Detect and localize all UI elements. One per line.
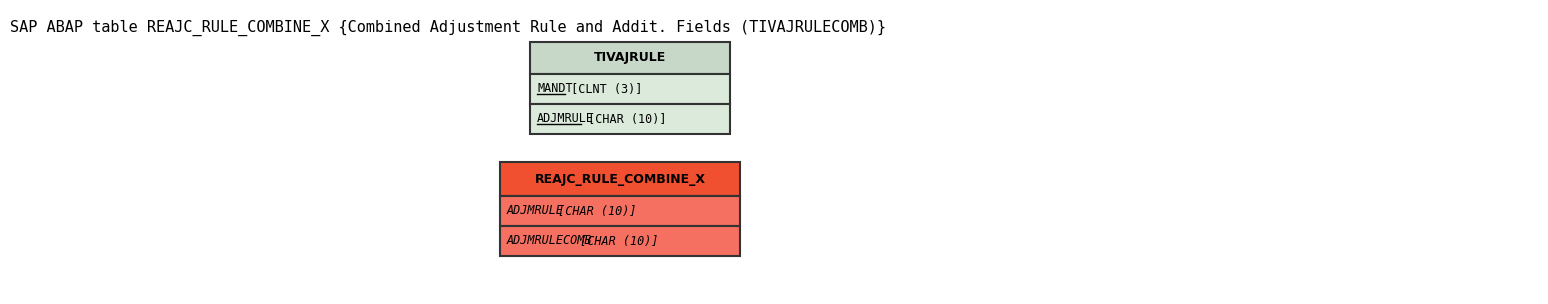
Text: MANDT: MANDT bbox=[537, 82, 573, 95]
Text: REAJC_RULE_COMBINE_X: REAJC_RULE_COMBINE_X bbox=[534, 172, 706, 185]
Text: [CHAR (10)]: [CHAR (10)] bbox=[573, 234, 658, 247]
Bar bbox=[500, 162, 740, 196]
Bar bbox=[529, 42, 731, 74]
Text: SAP ABAP table REAJC_RULE_COMBINE_X {Combined Adjustment Rule and Addit. Fields : SAP ABAP table REAJC_RULE_COMBINE_X {Com… bbox=[9, 20, 885, 36]
Text: ADJMRULECOMB: ADJMRULECOMB bbox=[508, 234, 593, 247]
Bar bbox=[529, 74, 731, 104]
Bar bbox=[500, 226, 740, 256]
Text: ADJMRULE: ADJMRULE bbox=[537, 112, 594, 126]
Text: ADJMRULE: ADJMRULE bbox=[508, 205, 563, 217]
Text: TIVAJRULE: TIVAJRULE bbox=[594, 51, 666, 64]
Text: [CLNT (3)]: [CLNT (3)] bbox=[565, 82, 642, 95]
Text: [CHAR (10)]: [CHAR (10)] bbox=[551, 205, 636, 217]
Bar bbox=[500, 196, 740, 226]
Text: [CHAR (10)]: [CHAR (10)] bbox=[580, 112, 667, 126]
Bar bbox=[529, 104, 731, 134]
